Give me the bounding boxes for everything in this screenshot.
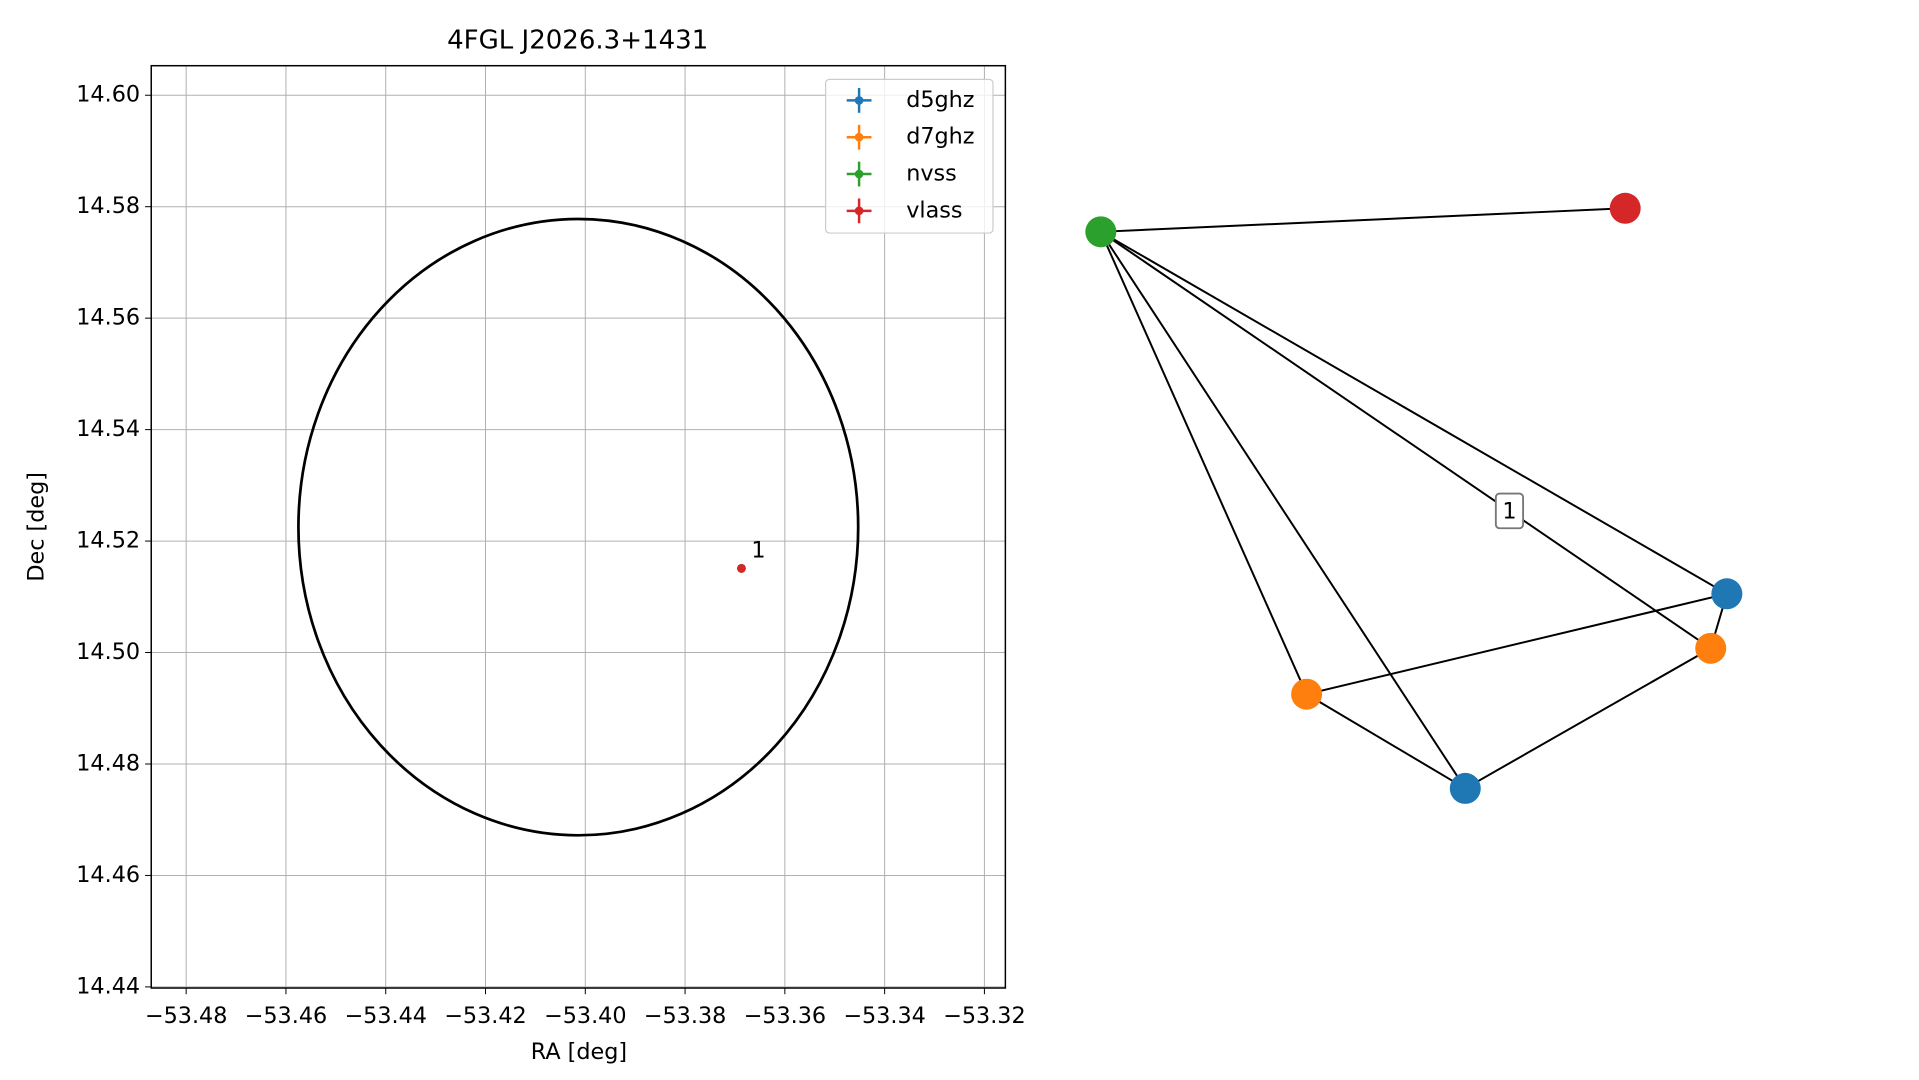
legend-label: d7ghz <box>906 124 974 150</box>
x-tick-label: −53.42 <box>444 1003 527 1029</box>
y-tick-label: 14.50 <box>76 639 140 665</box>
y-tick-label: 14.44 <box>76 973 140 999</box>
legend-marker <box>854 206 864 216</box>
edge-label-box <box>1494 492 1525 530</box>
edge <box>1099 231 1467 789</box>
x-tick-label: −53.44 <box>344 1003 427 1029</box>
x-tick-label: −53.40 <box>544 1003 627 1029</box>
y-tick-label: 14.58 <box>76 193 140 219</box>
edge <box>1464 647 1712 790</box>
legend-label: vlass <box>906 197 962 223</box>
x-tick-label: −53.46 <box>245 1003 328 1029</box>
legend-marker <box>854 169 864 179</box>
node <box>1609 192 1641 224</box>
chart-title: 4FGL J2026.3+1431 <box>447 25 708 55</box>
node <box>1291 678 1323 710</box>
y-tick-label: 14.56 <box>76 305 140 331</box>
y-tick-label: 14.52 <box>76 528 140 554</box>
axes-frame <box>150 64 1007 989</box>
y-axis-label: Dec [deg] <box>24 472 50 582</box>
legend-marker <box>854 96 864 105</box>
error-ellipse <box>297 217 860 837</box>
edge-label: 1 <box>1502 499 1516 525</box>
node <box>1711 578 1743 610</box>
legend-label: nvss <box>906 161 957 187</box>
x-tick-label: −53.38 <box>644 1003 727 1029</box>
node <box>1085 216 1117 248</box>
node <box>1695 632 1727 664</box>
edge <box>1100 230 1728 595</box>
y-tick-label: 14.46 <box>76 862 140 888</box>
edge <box>1100 231 1712 650</box>
y-tick-label: 14.60 <box>76 82 140 108</box>
node <box>1449 772 1481 804</box>
y-tick-label: 14.54 <box>76 416 140 442</box>
x-tick-label: −53.34 <box>843 1003 926 1029</box>
x-tick-label: −53.36 <box>744 1003 827 1029</box>
legend-marker <box>854 132 864 142</box>
edge <box>1099 231 1308 695</box>
point <box>737 564 746 573</box>
legend-label: d5ghz <box>906 87 974 113</box>
edge <box>1306 592 1728 696</box>
x-tick-label: −53.48 <box>145 1003 228 1029</box>
y-tick-label: 14.48 <box>76 750 140 776</box>
x-tick-label: −53.32 <box>943 1003 1026 1029</box>
legend-box <box>824 78 994 234</box>
annotation: 1 <box>751 538 765 564</box>
x-axis-label: RA [deg] <box>531 1039 627 1065</box>
edge <box>1100 207 1626 233</box>
edge <box>1306 693 1466 790</box>
